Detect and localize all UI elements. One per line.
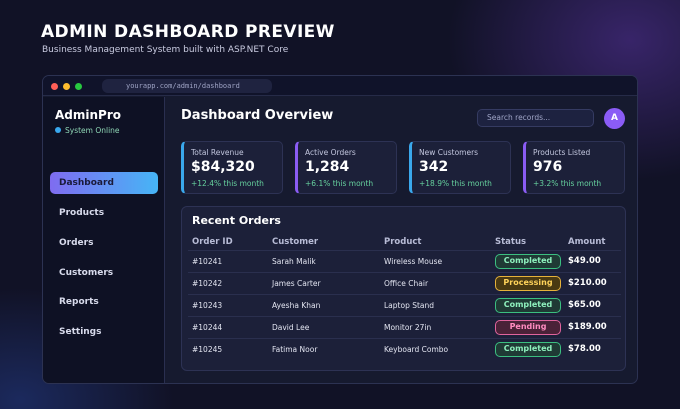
customer-name: Fatima Noor — [272, 345, 318, 354]
column-header-order-id: Order ID — [192, 237, 233, 247]
table-row[interactable]: #10245 Fatima Noor Keyboard Combo Comple… — [188, 338, 621, 360]
stat-label: Active Orders — [305, 148, 356, 157]
search-input[interactable]: Search records... — [477, 109, 594, 127]
stat-value: 342 — [419, 159, 449, 175]
table-row[interactable]: #10241 Sarah Malik Wireless Mouse Comple… — [188, 250, 621, 272]
stat-label: New Customers — [419, 148, 479, 157]
product-name: Wireless Mouse — [384, 257, 443, 266]
browser-window: yourapp.com/admin/dashboard AdminPro Sys… — [42, 75, 638, 384]
status-dot-icon — [55, 127, 61, 133]
sidebar-item-reports[interactable]: Reports — [59, 297, 99, 307]
order-amount: $210.00 — [568, 278, 607, 288]
table-row[interactable]: #10243 Ayesha Khan Laptop Stand Complete… — [188, 294, 621, 316]
hero-subtitle: Business Management System built with AS… — [42, 45, 289, 55]
status-badge: Completed — [495, 298, 561, 313]
stat-value: 976 — [533, 159, 563, 175]
system-status: System Online — [55, 126, 120, 135]
hero-title: ADMIN DASHBOARD PREVIEW — [41, 22, 335, 42]
customer-name: David Lee — [272, 323, 310, 332]
order-amount: $49.00 — [568, 256, 601, 266]
order-amount: $189.00 — [568, 322, 607, 332]
recent-orders-table: Recent Orders Order ID Customer Product … — [181, 206, 626, 371]
stat-card-new-customers: New Customers 342 +18.9% this month — [409, 141, 511, 194]
stat-change: +3.2% this month — [533, 179, 602, 188]
order-id: #10242 — [192, 279, 223, 288]
table-row[interactable]: #10244 David Lee Monitor 27in Pending $1… — [188, 316, 621, 338]
table-row[interactable]: #10242 James Carter Office Chair Process… — [188, 272, 621, 294]
status-badge: Processing — [495, 276, 561, 291]
column-header-product: Product — [384, 237, 422, 247]
stat-card-revenue: Total Revenue $84,320 +12.4% this month — [181, 141, 283, 194]
order-id: #10244 — [192, 323, 223, 332]
sidebar-item-orders[interactable]: Orders — [59, 238, 94, 248]
stat-card-active-orders: Active Orders 1,284 +6.1% this month — [295, 141, 397, 194]
brand-name: AdminPro — [55, 108, 121, 122]
column-header-customer: Customer — [272, 237, 319, 247]
sidebar: AdminPro System Online Dashboard Product… — [43, 97, 165, 383]
avatar[interactable]: A — [604, 108, 625, 129]
stat-value: $84,320 — [191, 159, 255, 175]
stat-label: Total Revenue — [191, 148, 244, 157]
column-header-status: Status — [495, 237, 527, 247]
product-name: Keyboard Combo — [384, 345, 449, 354]
main-content: Dashboard Overview Search records... A T… — [166, 97, 637, 383]
maximize-window-icon[interactable] — [75, 83, 82, 90]
stat-change: +12.4% this month — [191, 179, 264, 188]
minimize-window-icon[interactable] — [63, 83, 70, 90]
status-badge: Pending — [495, 320, 561, 335]
sidebar-item-settings[interactable]: Settings — [59, 327, 102, 337]
page-title: Dashboard Overview — [181, 108, 334, 123]
stat-change: +18.9% this month — [419, 179, 492, 188]
order-id: #10245 — [192, 345, 223, 354]
sidebar-item-dashboard[interactable]: Dashboard — [50, 172, 158, 194]
customer-name: Sarah Malik — [272, 257, 316, 266]
stat-change: +6.1% this month — [305, 179, 374, 188]
browser-titlebar: yourapp.com/admin/dashboard — [43, 76, 637, 96]
status-badge: Completed — [495, 342, 561, 357]
stat-card-products-listed: Products Listed 976 +3.2% this month — [523, 141, 625, 194]
sidebar-item-products[interactable]: Products — [59, 208, 105, 218]
order-id: #10243 — [192, 301, 223, 310]
address-bar[interactable]: yourapp.com/admin/dashboard — [102, 79, 272, 93]
product-name: Laptop Stand — [384, 301, 435, 310]
product-name: Monitor 27in — [384, 323, 432, 332]
close-window-icon[interactable] — [51, 83, 58, 90]
column-header-amount: Amount — [568, 237, 606, 247]
product-name: Office Chair — [384, 279, 429, 288]
customer-name: Ayesha Khan — [272, 301, 321, 310]
status-badge: Completed — [495, 254, 561, 269]
customer-name: James Carter — [272, 279, 321, 288]
sidebar-item-customers[interactable]: Customers — [59, 268, 114, 278]
system-status-label: System Online — [65, 126, 120, 135]
stat-value: 1,284 — [305, 159, 350, 175]
order-amount: $78.00 — [568, 344, 601, 354]
order-amount: $65.00 — [568, 300, 601, 310]
recent-orders-title: Recent Orders — [192, 214, 281, 227]
order-id: #10241 — [192, 257, 223, 266]
stat-label: Products Listed — [533, 148, 591, 157]
